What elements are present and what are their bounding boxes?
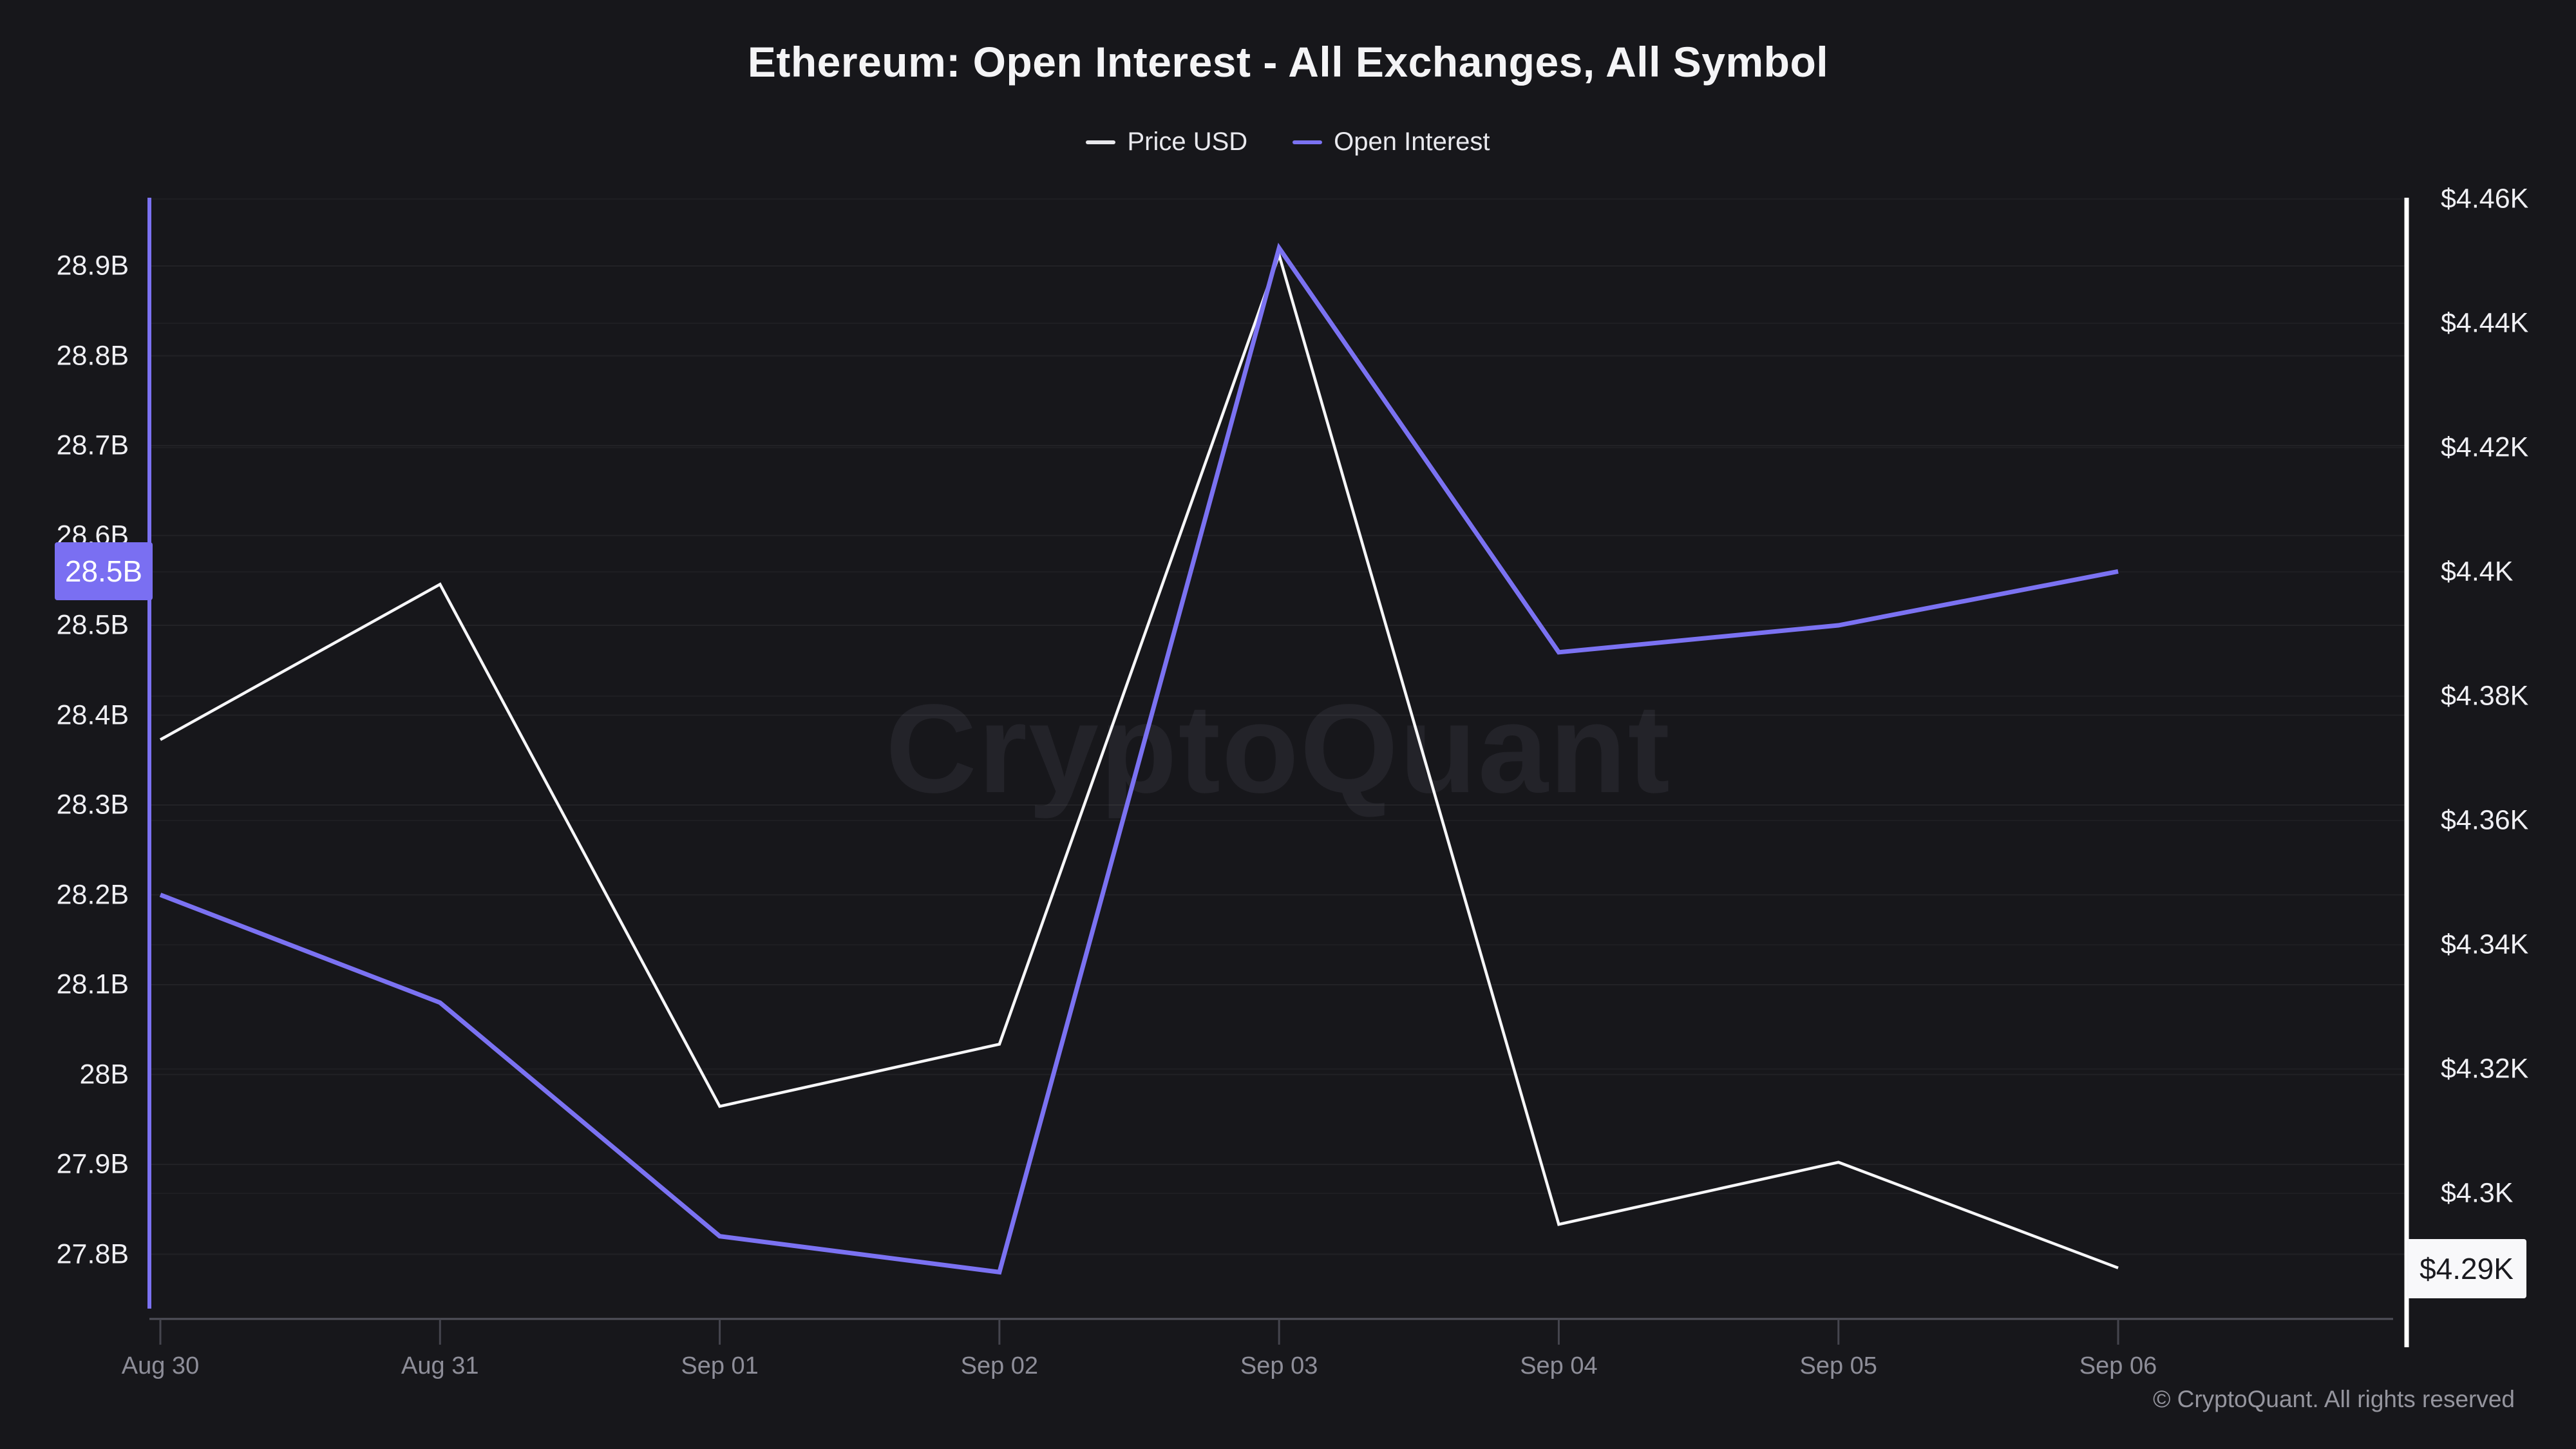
- x-tick-label: Sep 06: [2079, 1352, 2157, 1379]
- chart-title: Ethereum: Open Interest - All Exchanges,…: [747, 38, 1829, 86]
- legend-item-open-interest[interactable]: Open Interest: [1293, 128, 1490, 156]
- series-line-price-usd[interactable]: [159, 250, 2119, 1269]
- y-tick-label-left: 28.9B: [56, 250, 129, 281]
- x-tick-label: Aug 30: [121, 1352, 200, 1379]
- y-tick-label-left: 28.8B: [56, 340, 129, 371]
- x-tick-label: Sep 03: [1240, 1352, 1318, 1379]
- y-tick-label-right: $4.42K: [2441, 431, 2529, 463]
- y-tick-label-left: 28.1B: [56, 969, 129, 1000]
- x-tick-label: Sep 02: [960, 1352, 1039, 1379]
- y-tick-label-right: $4.32K: [2441, 1053, 2529, 1084]
- y-tick-label-left: 28B: [79, 1059, 129, 1090]
- y-tick-label-left: 27.9B: [56, 1148, 129, 1180]
- open-interest-current-value-badge: 28.5B: [55, 542, 153, 600]
- legend-item-price[interactable]: Price USD: [1086, 128, 1247, 156]
- y-tick-label-left: 28.5B: [56, 609, 129, 641]
- y-tick-label-right: $4.36K: [2441, 804, 2529, 836]
- x-tick-label: Sep 01: [681, 1352, 759, 1379]
- copyright-notice: © CryptoQuant. All rights reserved: [2153, 1386, 2515, 1412]
- y-tick-label-right: $4.34K: [2441, 929, 2529, 960]
- legend-label-open-interest: Open Interest: [1334, 128, 1490, 156]
- y-tick-label-right: $4.4K: [2441, 556, 2514, 587]
- legend: Price USD Open Interest: [0, 128, 2576, 156]
- x-tick-label: Sep 05: [1799, 1352, 1877, 1379]
- legend-label-price: Price USD: [1127, 128, 1248, 156]
- y-tick-label-left: 28.7B: [56, 430, 129, 461]
- series-line-open-interest[interactable]: [159, 242, 2119, 1275]
- y-tick-label-right: $4.46K: [2441, 183, 2529, 214]
- open-interest-line-swatch-icon: [1293, 140, 1323, 144]
- price-line-swatch-icon: [1086, 140, 1116, 144]
- y-tick-label-left: 27.8B: [56, 1238, 129, 1269]
- x-tick-label: Sep 04: [1520, 1352, 1598, 1379]
- y-tick-label-right: $4.44K: [2441, 307, 2529, 339]
- price-current-value-badge: $4.29K: [2407, 1239, 2526, 1298]
- y-tick-label-left: 28.3B: [56, 789, 129, 820]
- y-tick-label-right: $4.3K: [2441, 1177, 2514, 1209]
- y-tick-label-left: 28.4B: [56, 699, 129, 730]
- y-tick-label-right: $4.38K: [2441, 680, 2529, 712]
- y-tick-label-left: 28.2B: [56, 879, 129, 910]
- x-tick-label: Aug 31: [401, 1352, 479, 1379]
